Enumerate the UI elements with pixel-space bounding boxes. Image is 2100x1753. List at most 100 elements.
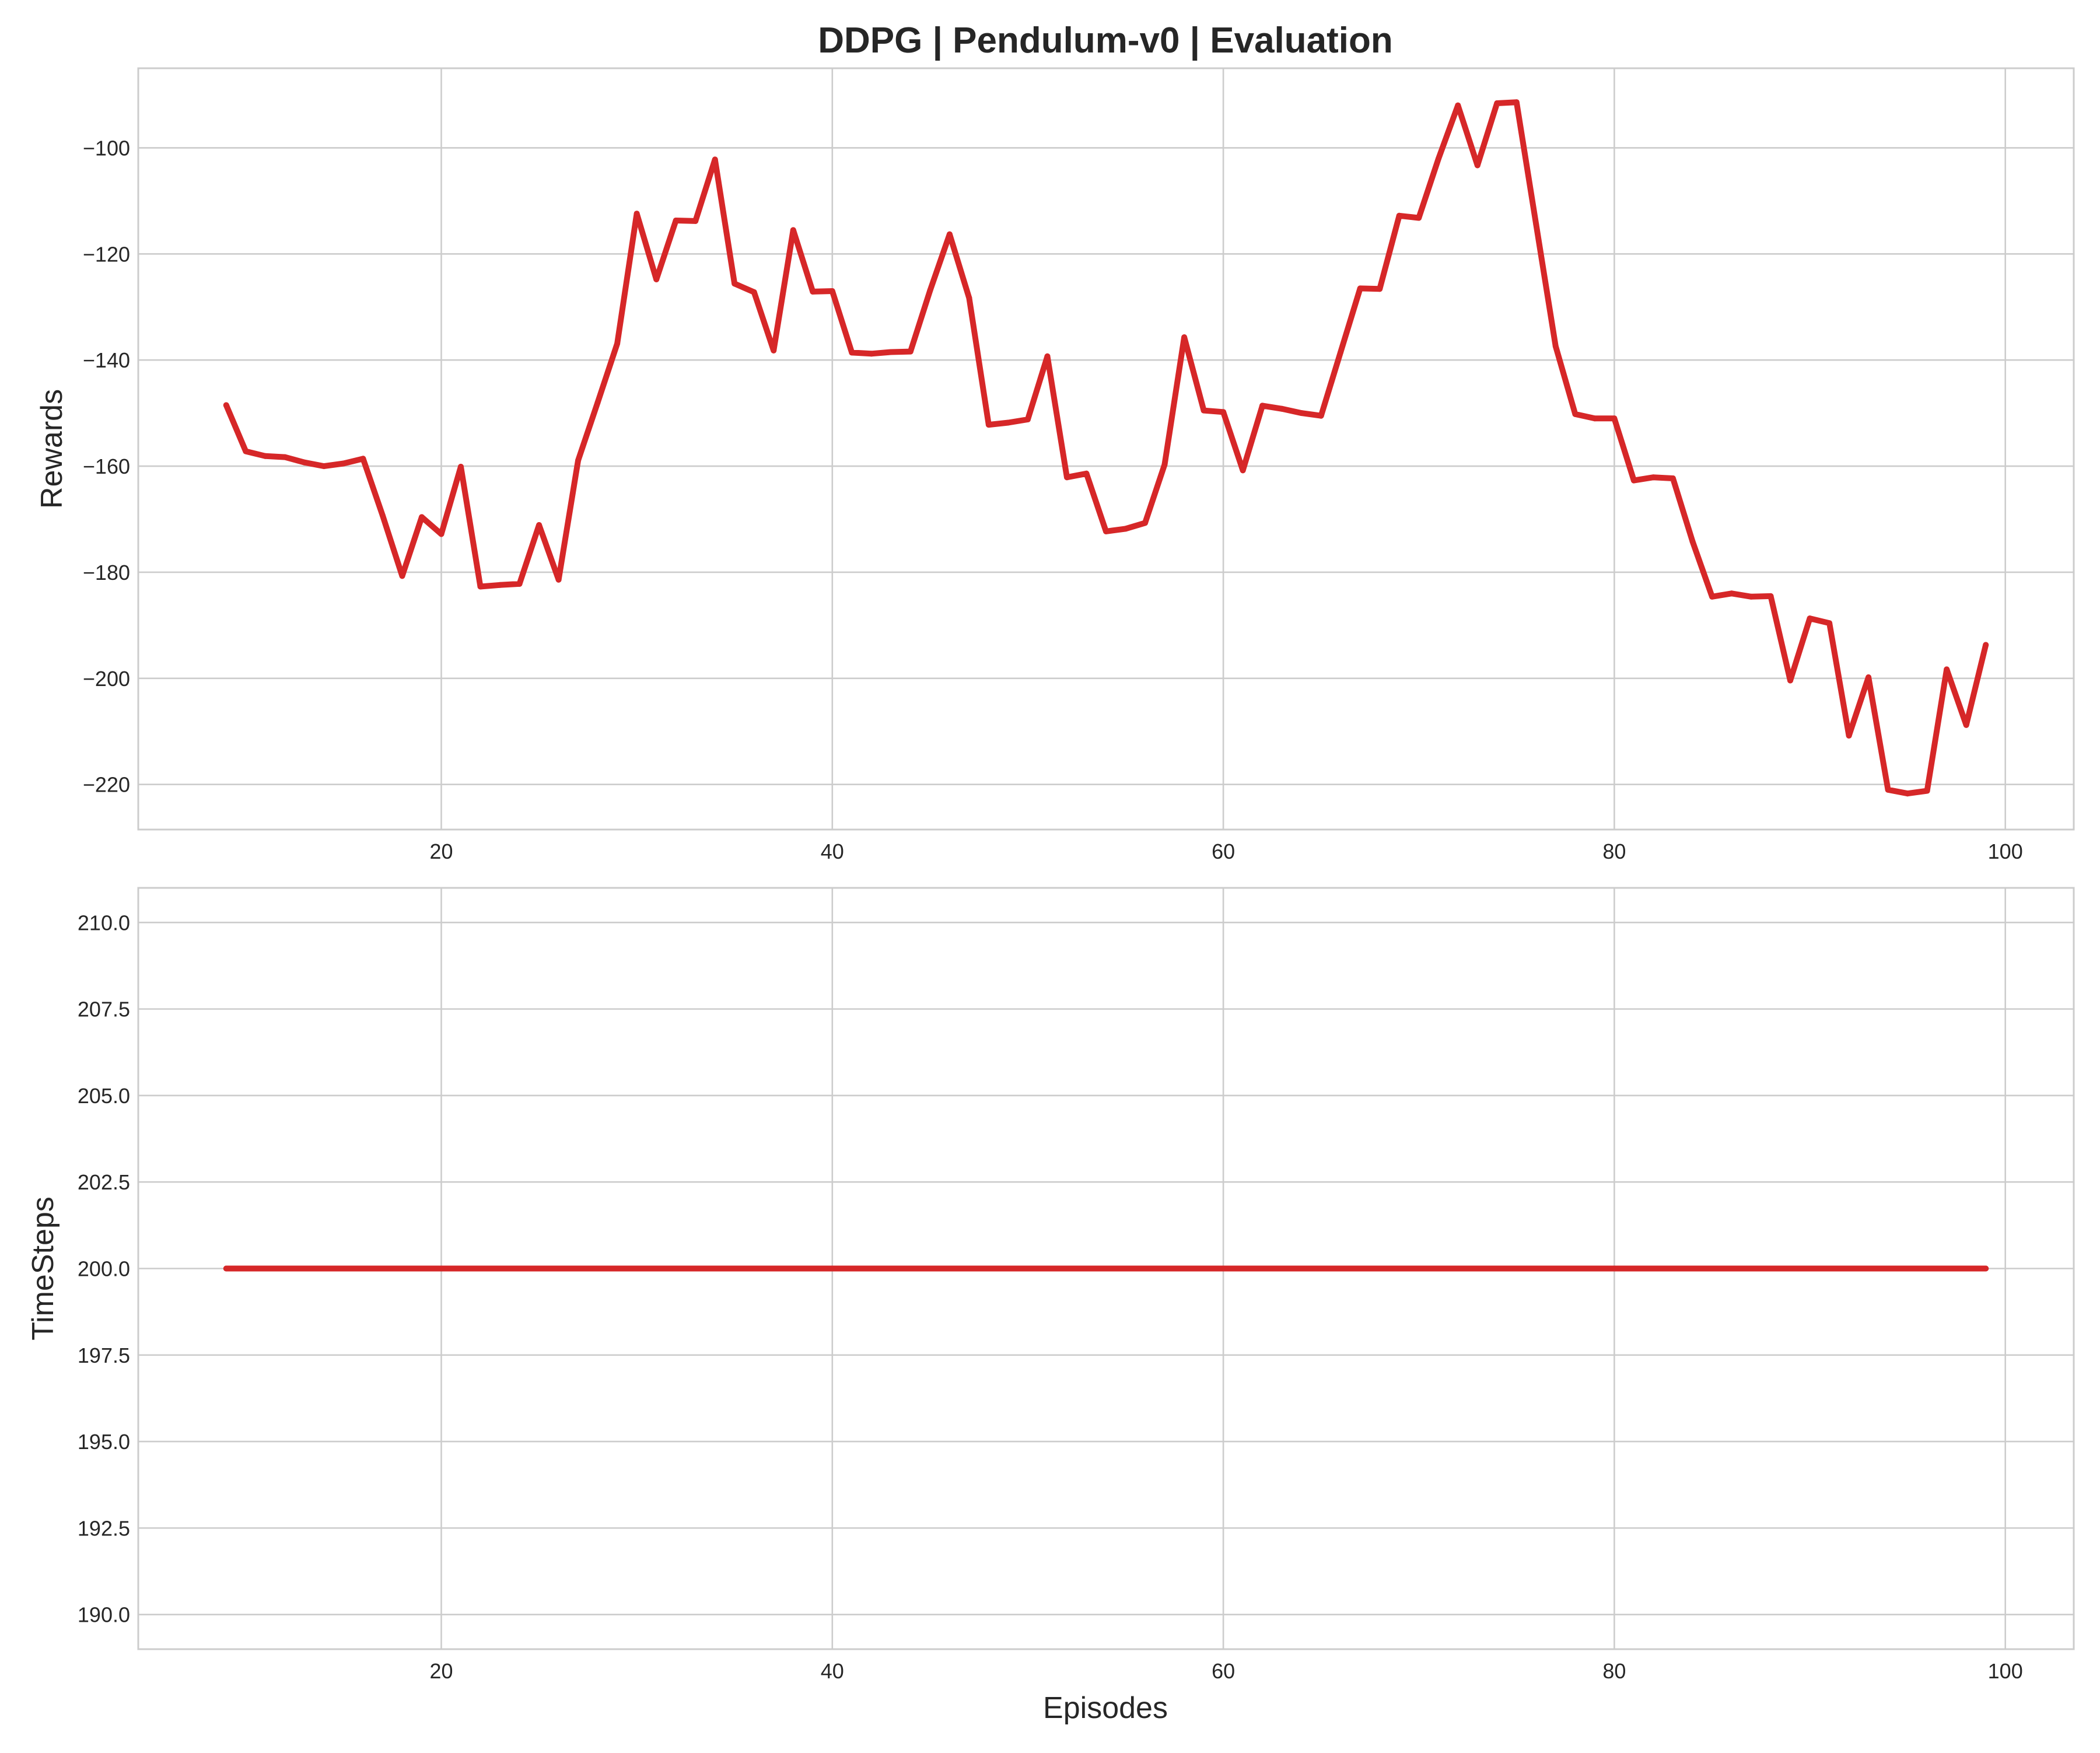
data-point bbox=[1709, 593, 1715, 600]
data-point bbox=[1630, 477, 1637, 484]
data-point bbox=[712, 156, 718, 163]
data-point bbox=[1416, 215, 1422, 221]
axes-frame bbox=[137, 887, 2075, 1650]
data-point bbox=[1944, 666, 1950, 673]
data-point bbox=[1318, 412, 1324, 419]
chart-title: DDPG | Pendulum-v0 | Evaluation bbox=[818, 20, 1393, 61]
data-point bbox=[419, 514, 425, 520]
data-point bbox=[634, 211, 640, 217]
timesteps-panel: 20 40 60 80 100 190.0 192.5 195.0 197.5 200.0 202.… bbox=[26, 887, 2075, 1683]
data-point bbox=[1083, 470, 1090, 477]
axes-frame bbox=[137, 67, 2075, 831]
data-point bbox=[438, 531, 444, 537]
data-point bbox=[1591, 415, 1598, 422]
data-point bbox=[1455, 102, 1461, 109]
x-axis-label: Episodes bbox=[1043, 1691, 1168, 1725]
data-point bbox=[1866, 674, 1872, 680]
data-point bbox=[399, 573, 405, 579]
data-point bbox=[301, 459, 307, 466]
data-point bbox=[946, 231, 953, 237]
data-point bbox=[907, 348, 914, 355]
y-tick-label: −220 bbox=[83, 773, 130, 797]
y-tick-label: 207.5 bbox=[78, 998, 130, 1021]
data-point bbox=[1963, 722, 1969, 728]
data-point bbox=[771, 347, 777, 354]
data-point bbox=[966, 295, 972, 301]
data-point bbox=[1494, 100, 1500, 106]
y-tick-label: −160 bbox=[83, 454, 130, 478]
data-point bbox=[1748, 593, 1754, 600]
data-point bbox=[927, 288, 933, 293]
rewards-panel: 20 40 60 80 100 −220 −200 −180 −160 −140 −120 −100 R… bbox=[35, 67, 2075, 863]
data-point bbox=[379, 512, 386, 519]
data-point bbox=[536, 522, 542, 528]
y-axis-label: TimeSteps bbox=[26, 1196, 60, 1341]
y-tick-label: 190.0 bbox=[78, 1603, 130, 1627]
data-point bbox=[751, 289, 757, 295]
x-tick-label: 100 bbox=[1988, 839, 2023, 863]
data-point bbox=[1142, 520, 1148, 526]
data-point bbox=[849, 349, 855, 356]
data-point bbox=[829, 288, 835, 294]
y-tick-label: 197.5 bbox=[78, 1343, 130, 1367]
data-point bbox=[340, 460, 346, 467]
data-point bbox=[1983, 642, 1989, 648]
x-tick-label: 20 bbox=[429, 1659, 453, 1683]
x-tick-label: 80 bbox=[1602, 839, 1626, 863]
data-point bbox=[1572, 411, 1578, 417]
data-point bbox=[458, 464, 464, 470]
y-axis-label: Rewards bbox=[35, 389, 69, 509]
data-point bbox=[1338, 349, 1344, 355]
data-point bbox=[1298, 410, 1305, 417]
x-tick-label: 20 bbox=[429, 839, 453, 863]
data-point bbox=[1161, 461, 1168, 468]
data-point bbox=[1689, 538, 1696, 545]
data-point bbox=[1200, 407, 1207, 414]
data-point bbox=[497, 582, 503, 588]
data-point bbox=[1220, 409, 1227, 415]
data-point bbox=[1807, 615, 1813, 622]
data-point bbox=[1885, 786, 1891, 793]
data-point bbox=[575, 457, 582, 464]
data-point bbox=[1728, 590, 1735, 597]
data-point bbox=[810, 288, 816, 295]
data-point bbox=[1005, 419, 1012, 426]
data-point bbox=[243, 448, 249, 454]
data-point bbox=[1435, 156, 1441, 162]
y-tick-label: −200 bbox=[83, 667, 130, 691]
data-point bbox=[1279, 405, 1285, 412]
data-point bbox=[673, 218, 679, 223]
data-point bbox=[1650, 474, 1657, 481]
data-point bbox=[888, 349, 894, 355]
data-point bbox=[1024, 417, 1031, 422]
data-point bbox=[1240, 467, 1246, 474]
data-point bbox=[692, 218, 699, 224]
data-point bbox=[790, 227, 796, 233]
data-point bbox=[1924, 788, 1930, 794]
data-point bbox=[868, 351, 874, 357]
data-point bbox=[262, 453, 268, 459]
data-point bbox=[360, 456, 366, 462]
y-tick-label: 192.5 bbox=[78, 1516, 130, 1540]
data-point bbox=[1905, 790, 1911, 797]
data-point bbox=[594, 399, 601, 405]
data-point bbox=[732, 281, 738, 287]
data-point bbox=[1826, 620, 1833, 627]
data-point bbox=[1181, 334, 1188, 341]
data-point bbox=[1768, 593, 1774, 599]
data-point bbox=[321, 463, 327, 470]
y-tick-label: 205.0 bbox=[78, 1084, 130, 1108]
data-point bbox=[1044, 353, 1051, 359]
data-point bbox=[1552, 343, 1559, 349]
data-point bbox=[1396, 212, 1402, 219]
data-point bbox=[223, 1265, 229, 1272]
data-point bbox=[477, 583, 484, 590]
data-point bbox=[1611, 415, 1618, 422]
x-tick-label: 80 bbox=[1602, 1659, 1626, 1683]
x-tick-label: 40 bbox=[821, 839, 844, 863]
data-point bbox=[1103, 528, 1109, 534]
y-tick-label: −140 bbox=[83, 348, 130, 372]
data-point bbox=[1259, 403, 1266, 409]
